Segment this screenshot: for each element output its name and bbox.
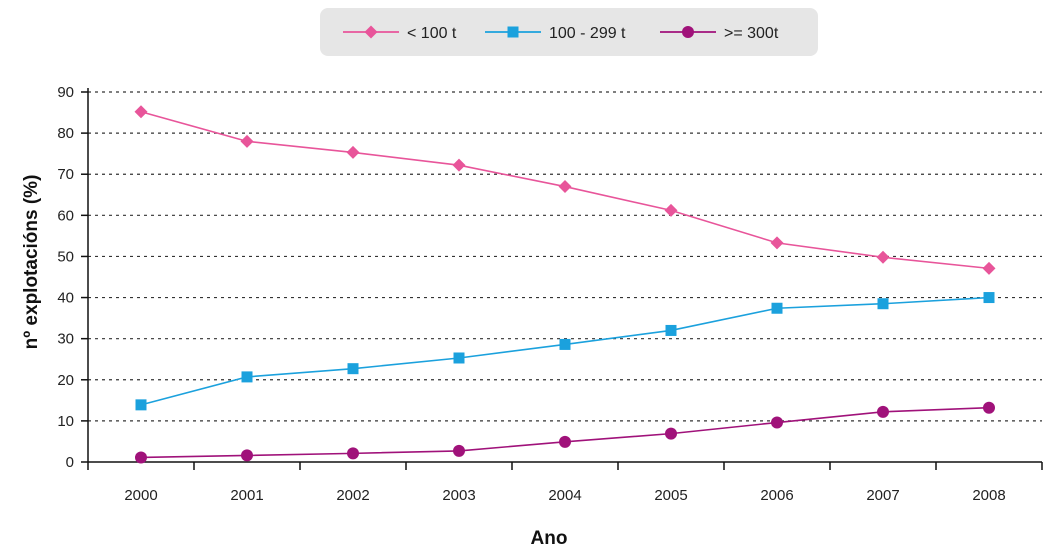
y-tick-label: 10 <box>57 413 74 430</box>
data-point <box>982 261 996 275</box>
y-tick-label: 40 <box>57 290 74 307</box>
y-tick-label: 70 <box>57 166 74 183</box>
data-point <box>453 352 465 364</box>
x-tick-label: 2002 <box>336 487 369 504</box>
y-axis-tick-labels: 0 10 20 30 40 50 60 70 80 90 <box>57 84 74 471</box>
x-axis-title: Ano <box>531 528 568 549</box>
data-point <box>665 324 677 336</box>
data-point <box>770 236 784 250</box>
x-tick-label: 2007 <box>866 487 899 504</box>
data-point <box>983 292 995 304</box>
y-tick-label: 50 <box>57 248 74 265</box>
y-axis-title: nº explotacións (%) <box>21 175 42 350</box>
y-tick-label: 90 <box>57 84 74 101</box>
legend-box <box>320 8 818 56</box>
legend-marker <box>682 26 694 38</box>
series-line <box>140 406 990 459</box>
legend-marker <box>364 25 378 39</box>
data-point <box>665 427 677 440</box>
data-point <box>559 338 571 350</box>
data-point <box>347 363 359 375</box>
legend: < 100 t 100 - 299 t >= 300t <box>343 25 779 42</box>
data-point <box>241 449 253 462</box>
data-point <box>135 399 147 411</box>
data-point <box>452 158 466 172</box>
data-point <box>240 134 254 148</box>
legend-label: < 100 t <box>407 25 457 42</box>
y-tick-label: 60 <box>57 207 74 224</box>
data-point <box>241 371 253 383</box>
axes <box>81 88 1043 470</box>
data-point <box>877 298 889 310</box>
x-tick-label: 2008 <box>972 487 1005 504</box>
x-tick-label: 2001 <box>230 487 263 504</box>
gridlines <box>88 91 1042 422</box>
x-axis-tick-labels: 2000 2001 2002 2003 2004 2005 2006 2007 2008 <box>124 487 1005 504</box>
data-point <box>558 180 572 194</box>
data-point <box>877 405 889 418</box>
y-tick-label: 20 <box>57 372 74 389</box>
y-tick-label: 30 <box>57 331 74 348</box>
x-tick-label: 2006 <box>760 487 793 504</box>
data-point <box>346 145 360 159</box>
data-point <box>664 203 678 217</box>
x-tick-label: 2005 <box>654 487 687 504</box>
data-point <box>983 401 995 414</box>
legend-label: >= 300t <box>724 25 779 42</box>
data-point <box>347 447 359 460</box>
data-point <box>559 435 571 448</box>
data-point <box>453 444 465 457</box>
legend-marker <box>507 26 519 38</box>
series-lines <box>134 105 996 464</box>
data-point <box>135 451 147 464</box>
x-tick-label: 2000 <box>124 487 157 504</box>
legend-label: 100 - 299 t <box>549 25 626 42</box>
x-tick-label: 2003 <box>442 487 475 504</box>
x-tick-label: 2004 <box>548 487 581 504</box>
y-tick-label: 0 <box>66 454 74 471</box>
data-point <box>134 105 148 119</box>
series-line <box>140 296 990 406</box>
y-tick-label: 80 <box>57 125 74 142</box>
data-point <box>876 250 890 264</box>
data-point <box>771 416 783 429</box>
data-point <box>771 302 783 314</box>
